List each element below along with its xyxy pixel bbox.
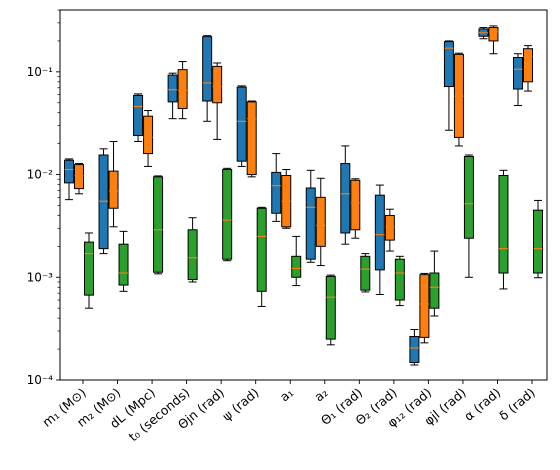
box-iqr xyxy=(256,207,267,292)
box xyxy=(83,232,94,309)
box-iqr xyxy=(202,36,213,102)
box-iqr xyxy=(73,164,84,190)
box xyxy=(340,145,351,245)
box xyxy=(443,40,454,131)
box-iqr xyxy=(419,274,430,338)
box xyxy=(98,148,109,255)
box xyxy=(374,184,385,295)
box xyxy=(429,250,440,317)
box-iqr xyxy=(246,101,257,176)
box-iqr xyxy=(236,86,247,162)
box xyxy=(394,255,405,307)
box xyxy=(246,100,257,178)
box-iqr xyxy=(133,94,144,137)
x-axis: m₁ (M⊙)m₂ (M⊙)dL (Mpc)t₀ (seconds)Θjn (r… xyxy=(39,380,538,444)
box-iqr xyxy=(488,27,499,42)
box-iqr xyxy=(429,272,440,309)
box-iqr xyxy=(63,159,74,184)
box-iqr xyxy=(498,174,509,274)
box xyxy=(325,274,336,346)
x-category-label: a₂ xyxy=(311,385,330,405)
box-iqr xyxy=(222,169,233,260)
plot-area: 10⁻⁴ 10⁻³ 10⁻² 10⁻¹ m₁ (M⊙)m₂ (M⊙)dL (Mpc)t… xyxy=(27,9,548,444)
box xyxy=(108,140,119,228)
box-iqr xyxy=(463,155,474,239)
box xyxy=(478,27,489,40)
box-iqr xyxy=(305,187,316,260)
box xyxy=(384,208,395,252)
box-iqr xyxy=(533,209,544,274)
x-category-label: a₁ xyxy=(277,385,296,405)
box xyxy=(281,169,292,229)
box xyxy=(291,235,302,287)
x-category-label: α (rad) xyxy=(461,385,503,424)
box xyxy=(222,167,233,262)
box-iqr xyxy=(350,179,361,231)
box-iqr xyxy=(212,65,223,104)
box-iqr xyxy=(360,255,371,291)
box xyxy=(453,52,464,147)
box xyxy=(212,62,223,140)
box xyxy=(133,93,144,142)
box-iqr xyxy=(409,336,420,364)
box-iqr xyxy=(374,194,385,271)
box-iqr xyxy=(187,229,198,281)
box-iqr xyxy=(315,196,326,247)
box-iqr xyxy=(83,241,94,296)
y-tick-label: 10⁻⁴ xyxy=(27,373,54,387)
box-iqr xyxy=(340,163,351,234)
box xyxy=(533,199,544,279)
box-iqr xyxy=(167,74,178,103)
box xyxy=(523,45,534,92)
box xyxy=(513,53,524,107)
box xyxy=(202,35,213,122)
box xyxy=(271,153,282,222)
box-iqr xyxy=(108,170,119,209)
box-iqr xyxy=(443,41,454,87)
box xyxy=(73,163,84,195)
box xyxy=(360,253,371,293)
y-tick-label: 10⁻¹ xyxy=(27,65,54,79)
box xyxy=(256,206,267,307)
box xyxy=(498,169,509,290)
y-tick-label: 10⁻³ xyxy=(27,270,54,284)
y-axis: 10⁻⁴ 10⁻³ 10⁻² 10⁻¹ xyxy=(27,9,60,387)
box xyxy=(305,169,316,263)
box xyxy=(143,110,154,167)
box-iqr xyxy=(523,48,534,83)
plot-frame xyxy=(59,9,548,381)
box xyxy=(167,72,178,120)
box xyxy=(177,61,188,120)
box-iqr xyxy=(325,275,336,340)
box-iqr xyxy=(291,255,302,278)
box xyxy=(488,25,499,55)
box xyxy=(409,329,420,366)
box xyxy=(236,85,247,167)
box xyxy=(63,158,74,201)
box-iqr xyxy=(177,69,188,109)
box xyxy=(118,230,129,292)
box-iqr xyxy=(98,154,109,250)
box-iqr xyxy=(394,258,405,301)
box-iqr xyxy=(153,176,164,273)
box-iqr xyxy=(118,243,129,286)
box xyxy=(153,175,164,275)
box xyxy=(187,217,198,283)
box-iqr xyxy=(384,214,395,241)
x-category-label: δ (rad) xyxy=(496,385,538,424)
box-iqr xyxy=(143,115,154,155)
box xyxy=(315,177,326,267)
box xyxy=(419,272,430,344)
y-tick-label: 10⁻² xyxy=(27,168,54,182)
box xyxy=(463,154,474,278)
x-category-label: ψ (rad) xyxy=(219,385,261,424)
box-iqr xyxy=(513,56,524,90)
box xyxy=(350,178,361,239)
box-iqr xyxy=(271,171,282,214)
box-groups xyxy=(63,25,544,366)
